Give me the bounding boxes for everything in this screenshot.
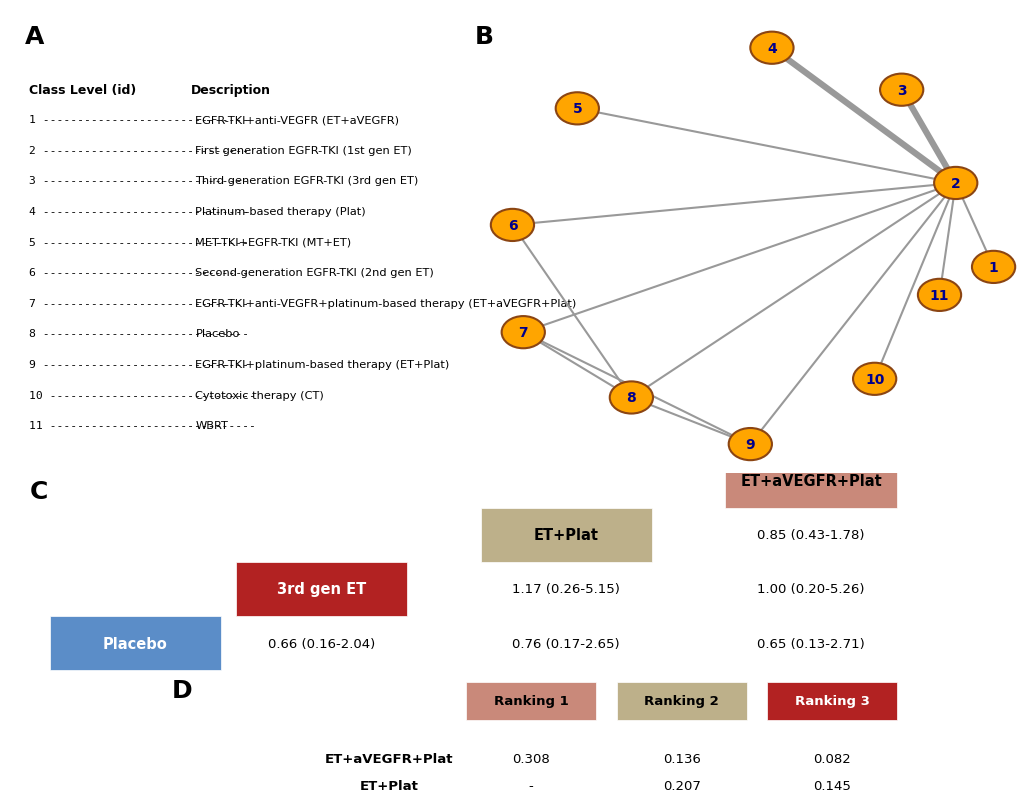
Text: 1: 1 (987, 260, 998, 275)
Ellipse shape (917, 279, 960, 312)
Text: 11: 11 (929, 288, 949, 303)
Ellipse shape (609, 382, 652, 414)
Text: D: D (171, 678, 192, 702)
Text: 9 ------------------------------: 9 ------------------------------ (30, 360, 249, 369)
Text: 3 ------------------------------: 3 ------------------------------ (30, 176, 249, 186)
Text: -: - (528, 779, 533, 792)
Text: A: A (24, 25, 44, 49)
Text: 0.76 (0.17-2.65): 0.76 (0.17-2.65) (512, 637, 620, 650)
Ellipse shape (933, 168, 976, 200)
Text: 6: 6 (507, 218, 517, 233)
Text: EGFR-TKI+anti-VEGFR (ET+aVEGFR): EGFR-TKI+anti-VEGFR (ET+aVEGFR) (196, 115, 399, 125)
Text: Description: Description (191, 84, 271, 96)
Text: MET-TKI+EGFR-TKI (MT+ET): MET-TKI+EGFR-TKI (MT+ET) (196, 238, 352, 247)
Ellipse shape (879, 75, 922, 107)
Text: 10 ------------------------------: 10 ------------------------------ (30, 390, 256, 400)
Text: 8: 8 (626, 391, 636, 405)
Text: 7: 7 (518, 326, 528, 340)
Text: 0.308: 0.308 (512, 752, 549, 765)
Text: 3rd gen ET: 3rd gen ET (276, 581, 366, 597)
Text: 6 ------------------------------: 6 ------------------------------ (30, 268, 249, 278)
FancyBboxPatch shape (466, 682, 595, 720)
Text: 0.85 (0.43-1.78): 0.85 (0.43-1.78) (757, 528, 864, 541)
Text: Second generation EGFR-TKI (2nd gen ET): Second generation EGFR-TKI (2nd gen ET) (196, 268, 434, 278)
Ellipse shape (490, 210, 534, 242)
Text: Platinum-based therapy (Plat): Platinum-based therapy (Plat) (196, 206, 366, 217)
Text: 5: 5 (572, 102, 582, 116)
Text: EGFR-TKI+anti-VEGFR+platinum-based therapy (ET+aVEGFR+Plat): EGFR-TKI+anti-VEGFR+platinum-based thera… (196, 299, 576, 308)
Ellipse shape (852, 363, 896, 395)
Text: 0.207: 0.207 (662, 779, 700, 792)
Ellipse shape (750, 33, 793, 65)
FancyBboxPatch shape (50, 617, 221, 671)
Text: 0.65 (0.13-2.71): 0.65 (0.13-2.71) (756, 637, 864, 650)
Text: First generation EGFR-TKI (1st gen ET): First generation EGFR-TKI (1st gen ET) (196, 145, 412, 156)
Text: 4: 4 (766, 42, 776, 55)
FancyBboxPatch shape (766, 682, 897, 720)
Ellipse shape (971, 251, 1014, 283)
Text: 9: 9 (745, 438, 754, 451)
Text: 0.66 (0.16-2.04): 0.66 (0.16-2.04) (268, 637, 375, 650)
Text: ET+aVEGFR+Plat: ET+aVEGFR+Plat (324, 752, 452, 765)
Ellipse shape (501, 316, 544, 349)
FancyBboxPatch shape (235, 562, 407, 617)
Text: ET+Plat: ET+Plat (533, 528, 598, 543)
Text: Ranking 3: Ranking 3 (794, 695, 869, 707)
Text: 1.17 (0.26-5.15): 1.17 (0.26-5.15) (512, 583, 620, 596)
Text: Third generation EGFR-TKI (3rd gen ET): Third generation EGFR-TKI (3rd gen ET) (196, 176, 418, 186)
Text: 0.136: 0.136 (662, 752, 700, 765)
Text: 4 ------------------------------: 4 ------------------------------ (30, 206, 249, 217)
Text: WBRT: WBRT (196, 421, 228, 430)
Ellipse shape (555, 93, 598, 125)
Text: 10: 10 (864, 373, 883, 386)
Text: 7 ------------------------------: 7 ------------------------------ (30, 299, 249, 308)
Text: EGFR-TKI+platinum-based therapy (ET+Plat): EGFR-TKI+platinum-based therapy (ET+Plat… (196, 360, 449, 369)
Text: 1 ------------------------------: 1 ------------------------------ (30, 115, 249, 125)
Text: 2: 2 (950, 177, 960, 191)
Text: 8 ------------------------------: 8 ------------------------------ (30, 329, 249, 339)
FancyBboxPatch shape (616, 682, 746, 720)
Text: ET+Plat: ET+Plat (360, 779, 418, 792)
Text: 0.082: 0.082 (812, 752, 851, 765)
FancyBboxPatch shape (480, 507, 651, 562)
Text: B: B (474, 26, 493, 49)
Text: Ranking 2: Ranking 2 (644, 695, 718, 707)
Text: 1.00 (0.20-5.26): 1.00 (0.20-5.26) (757, 583, 864, 596)
FancyBboxPatch shape (725, 454, 896, 507)
Text: 2 ------------------------------: 2 ------------------------------ (30, 145, 249, 156)
Text: 11 ------------------------------: 11 ------------------------------ (30, 421, 256, 430)
Text: Placebo: Placebo (103, 636, 168, 651)
Text: C: C (31, 479, 49, 503)
Ellipse shape (728, 429, 771, 461)
Text: Ranking 1: Ranking 1 (493, 695, 568, 707)
Text: ET+aVEGFR+Plat: ET+aVEGFR+Plat (740, 473, 881, 488)
Text: Placebo: Placebo (196, 329, 239, 339)
Text: 5 ------------------------------: 5 ------------------------------ (30, 238, 249, 247)
Text: 0.145: 0.145 (812, 779, 851, 792)
Text: 3: 3 (896, 84, 906, 98)
Text: Cytotoxic therapy (CT): Cytotoxic therapy (CT) (196, 390, 324, 400)
Text: Class Level (id): Class Level (id) (30, 84, 137, 96)
